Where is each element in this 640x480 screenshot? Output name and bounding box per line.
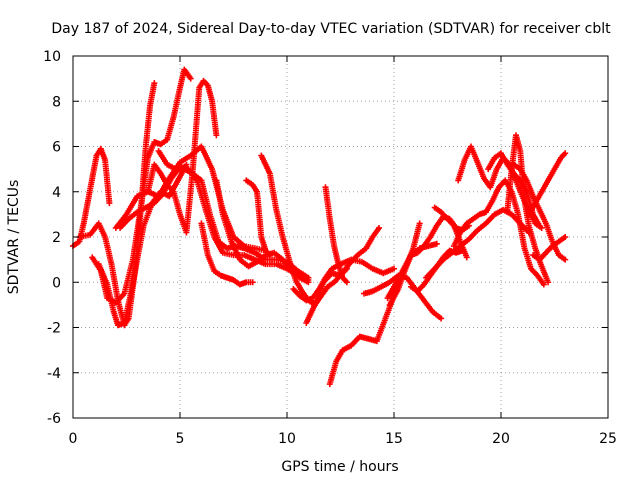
x-tick-label: 25 [599, 431, 617, 447]
y-tick-label: 4 [52, 185, 61, 201]
series-track-28 [525, 150, 569, 218]
series-track-23 [450, 177, 547, 288]
y-tick-label: 2 [52, 230, 61, 246]
data-point-markers [450, 177, 547, 288]
x-tick-label: 10 [278, 431, 296, 447]
data-point-markers [144, 77, 220, 236]
series-track-3 [89, 66, 194, 306]
y-axis-label: SDTVAR / TECUs [6, 180, 22, 295]
y-tick-label: 6 [52, 140, 61, 156]
ticks-layer: 0 5 10 15 20 25 -6 -4 -2 0 2 4 6 8 10 [43, 49, 617, 447]
data-point-markers [303, 224, 383, 326]
data-point-markers [510, 161, 569, 263]
series-track-27 [510, 161, 569, 263]
y-tick-label: 0 [52, 275, 61, 291]
data-point-markers [89, 66, 194, 306]
series-track-7 [144, 77, 220, 236]
data-point-markers [530, 234, 569, 263]
y-tick-label: 8 [52, 94, 61, 110]
points-layer [70, 66, 569, 388]
data-point-markers [198, 220, 256, 288]
series-track-14 [303, 224, 383, 326]
series-track-29 [530, 234, 569, 263]
series-track-19 [384, 220, 423, 302]
x-tick-label: 20 [492, 431, 510, 447]
data-point-markers [243, 177, 273, 259]
y-tick-label: -6 [47, 411, 61, 427]
data-point-markers [322, 184, 350, 286]
data-point-markers [525, 150, 569, 218]
x-tick-label: 0 [69, 431, 78, 447]
x-tick-label: 5 [176, 431, 185, 447]
grid-layer [73, 56, 608, 418]
series-track-9 [198, 220, 256, 288]
y-tick-label: 10 [43, 49, 61, 65]
x-axis-label: GPS time / hours [281, 459, 398, 475]
series-track-11 [243, 177, 273, 259]
y-tick-label: -4 [47, 366, 61, 382]
y-tick-label: -2 [47, 321, 61, 337]
x-tick-label: 15 [385, 431, 403, 447]
series-track-15 [322, 184, 350, 286]
data-point-markers [384, 220, 423, 302]
chart-title: Day 187 of 2024, Sidereal Day-to-day VTE… [51, 21, 611, 37]
